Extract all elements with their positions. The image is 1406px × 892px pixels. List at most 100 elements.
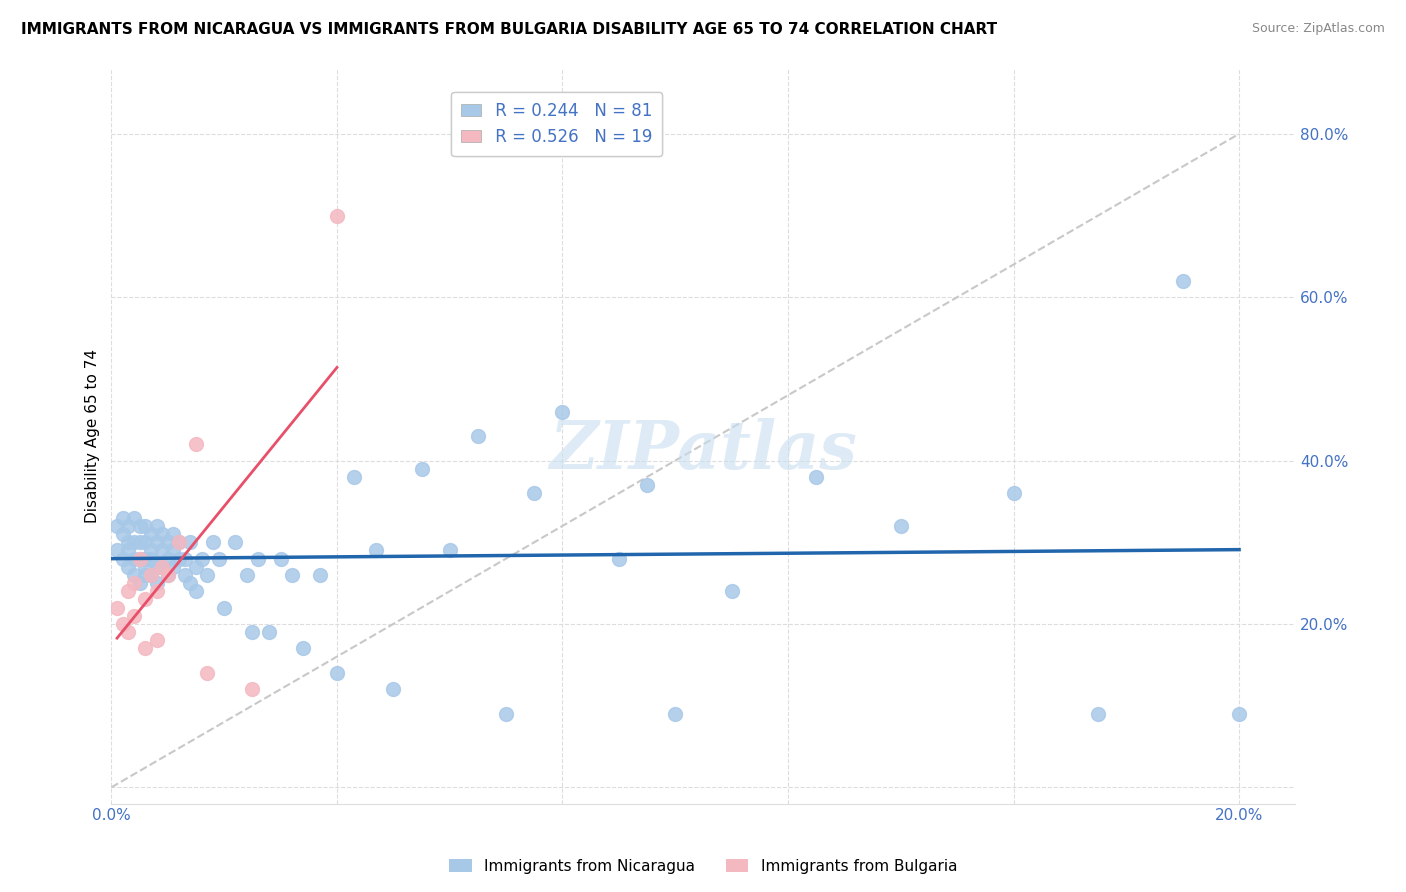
Point: [195, 568, 218, 582]
Point: [128, 535, 150, 549]
Point: [326, 665, 349, 680]
Point: [235, 568, 257, 582]
Point: [117, 584, 139, 599]
Point: [139, 543, 162, 558]
Text: ZIPatlas: ZIPatlas: [550, 418, 858, 483]
Point: [207, 551, 229, 566]
Point: [664, 706, 686, 721]
Point: [156, 568, 179, 582]
Point: [173, 551, 195, 566]
Point: [134, 641, 156, 656]
Point: [184, 437, 207, 451]
Point: [128, 551, 150, 566]
Point: [551, 404, 574, 418]
Point: [150, 559, 173, 574]
Point: [411, 461, 433, 475]
Point: [184, 559, 207, 574]
Point: [720, 584, 742, 599]
Point: [439, 543, 461, 558]
Legend: Immigrants from Nicaragua, Immigrants from Bulgaria: Immigrants from Nicaragua, Immigrants fr…: [443, 853, 963, 880]
Point: [382, 682, 405, 697]
Point: [128, 519, 150, 533]
Point: [156, 568, 179, 582]
Point: [212, 600, 235, 615]
Point: [292, 641, 315, 656]
Point: [190, 551, 212, 566]
Point: [134, 519, 156, 533]
Point: [139, 568, 162, 582]
Point: [145, 584, 167, 599]
Point: [240, 625, 263, 640]
Point: [134, 568, 156, 582]
Point: [122, 568, 145, 582]
Point: [167, 551, 190, 566]
Point: [523, 486, 546, 500]
Point: [607, 551, 630, 566]
Point: [150, 527, 173, 541]
Point: [117, 519, 139, 533]
Point: [128, 551, 150, 566]
Point: [145, 519, 167, 533]
Point: [1002, 486, 1025, 500]
Point: [326, 209, 349, 223]
Point: [247, 551, 270, 566]
Point: [139, 527, 162, 541]
Point: [195, 665, 218, 680]
Point: [1087, 706, 1109, 721]
Point: [162, 559, 184, 574]
Point: [224, 535, 246, 549]
Point: [117, 625, 139, 640]
Point: [122, 510, 145, 524]
Legend:  R = 0.244   N = 81,  R = 0.526   N = 19: R = 0.244 N = 81, R = 0.526 N = 19: [451, 92, 662, 156]
Point: [122, 535, 145, 549]
Point: [128, 576, 150, 591]
Point: [139, 568, 162, 582]
Point: [281, 568, 304, 582]
Point: [636, 478, 658, 492]
Point: [145, 576, 167, 591]
Point: [122, 608, 145, 623]
Point: [184, 584, 207, 599]
Point: [117, 559, 139, 574]
Point: [162, 543, 184, 558]
Point: [145, 535, 167, 549]
Point: [150, 559, 173, 574]
Point: [343, 470, 366, 484]
Point: [105, 519, 128, 533]
Point: [105, 600, 128, 615]
Text: IMMIGRANTS FROM NICARAGUA VS IMMIGRANTS FROM BULGARIA DISABILITY AGE 65 TO 74 CO: IMMIGRANTS FROM NICARAGUA VS IMMIGRANTS …: [21, 22, 997, 37]
Point: [201, 535, 224, 549]
Point: [467, 429, 489, 443]
Point: [240, 682, 263, 697]
Point: [139, 551, 162, 566]
Point: [309, 568, 332, 582]
Point: [179, 535, 201, 549]
Point: [111, 527, 134, 541]
Point: [495, 706, 517, 721]
Point: [117, 535, 139, 549]
Point: [145, 633, 167, 648]
Point: [134, 535, 156, 549]
Point: [179, 576, 201, 591]
Point: [806, 470, 828, 484]
Point: [145, 559, 167, 574]
Point: [111, 616, 134, 631]
Point: [167, 535, 190, 549]
Point: [122, 576, 145, 591]
Point: [105, 543, 128, 558]
Point: [111, 510, 134, 524]
Point: [134, 559, 156, 574]
Point: [156, 535, 179, 549]
Point: [150, 543, 173, 558]
Point: [162, 527, 184, 541]
Y-axis label: Disability Age 65 to 74: Disability Age 65 to 74: [86, 349, 100, 523]
Point: [890, 519, 912, 533]
Point: [134, 592, 156, 607]
Text: Source: ZipAtlas.com: Source: ZipAtlas.com: [1251, 22, 1385, 36]
Point: [259, 625, 281, 640]
Point: [117, 543, 139, 558]
Point: [270, 551, 292, 566]
Point: [1227, 706, 1250, 721]
Point: [156, 551, 179, 566]
Point: [167, 535, 190, 549]
